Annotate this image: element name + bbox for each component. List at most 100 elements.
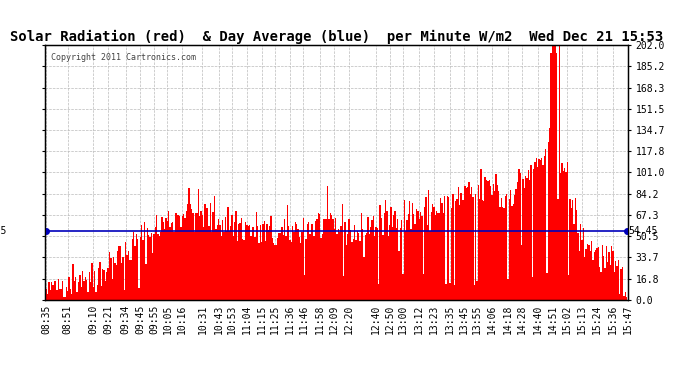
Bar — [68, 278, 70, 300]
Bar — [125, 242, 126, 300]
Bar — [476, 281, 477, 300]
Bar — [97, 285, 98, 300]
Bar — [129, 260, 130, 300]
Bar — [168, 211, 170, 300]
Bar — [406, 220, 408, 300]
Bar — [259, 225, 261, 300]
Bar — [604, 268, 606, 300]
Bar — [295, 222, 296, 300]
Bar — [146, 228, 148, 300]
Bar — [139, 288, 140, 300]
Bar — [187, 204, 188, 300]
Bar — [300, 243, 302, 300]
Bar — [269, 226, 270, 300]
Bar — [186, 210, 187, 300]
Bar — [239, 223, 241, 300]
Bar — [448, 197, 449, 300]
Bar — [393, 215, 394, 300]
Bar — [201, 215, 203, 300]
Bar — [124, 290, 125, 300]
Bar — [491, 195, 493, 300]
Bar — [506, 194, 507, 300]
Bar — [95, 292, 97, 300]
Bar — [528, 170, 529, 300]
Text: Copyright 2011 Cartronics.com: Copyright 2011 Cartronics.com — [50, 53, 196, 62]
Bar — [330, 213, 331, 300]
Bar — [166, 218, 167, 300]
Bar — [614, 272, 615, 300]
Bar — [504, 196, 506, 300]
Bar — [64, 297, 66, 300]
Bar — [252, 227, 253, 300]
Bar — [135, 246, 136, 300]
Bar — [112, 279, 113, 300]
Bar — [412, 203, 413, 300]
Bar — [297, 230, 299, 300]
Bar — [179, 216, 180, 300]
Bar — [222, 220, 224, 300]
Bar — [609, 252, 610, 300]
Bar — [254, 237, 255, 300]
Bar — [156, 215, 157, 300]
Bar — [489, 180, 490, 300]
Bar — [354, 225, 355, 300]
Bar — [343, 276, 344, 300]
Bar — [304, 275, 306, 300]
Bar — [493, 184, 494, 300]
Bar — [215, 229, 217, 300]
Bar — [227, 207, 228, 300]
Bar — [250, 236, 252, 300]
Bar — [176, 213, 177, 300]
Bar — [327, 186, 328, 300]
Bar — [293, 232, 295, 300]
Bar — [253, 227, 254, 300]
Bar — [303, 218, 304, 300]
Bar — [79, 275, 81, 300]
Bar — [70, 289, 71, 300]
Bar — [66, 287, 67, 300]
Bar — [241, 218, 242, 300]
Bar — [474, 285, 475, 300]
Bar — [257, 226, 258, 300]
Bar — [320, 238, 322, 300]
Bar — [535, 158, 537, 300]
Bar — [595, 251, 596, 300]
Bar — [525, 177, 526, 300]
Bar — [479, 199, 480, 300]
Bar — [431, 212, 432, 300]
Bar — [102, 269, 103, 300]
Bar — [81, 287, 82, 300]
Bar — [244, 240, 245, 300]
Bar — [589, 251, 591, 300]
Bar — [313, 236, 315, 300]
Bar — [181, 216, 183, 300]
Bar — [395, 228, 397, 300]
Bar — [540, 160, 541, 300]
Bar — [473, 196, 474, 300]
Bar — [72, 264, 74, 300]
Bar — [208, 226, 210, 300]
Bar — [50, 290, 51, 300]
Bar — [339, 232, 340, 300]
Bar — [572, 200, 573, 300]
Bar — [137, 239, 139, 300]
Bar — [487, 181, 489, 300]
Bar — [623, 296, 624, 300]
Bar — [335, 218, 336, 300]
Bar — [47, 294, 48, 300]
Bar — [584, 258, 586, 300]
Bar — [392, 227, 393, 300]
Bar — [221, 236, 222, 300]
Bar — [545, 149, 546, 300]
Bar — [467, 188, 469, 300]
Bar — [544, 156, 545, 300]
Bar — [312, 224, 313, 300]
Bar — [249, 225, 250, 300]
Bar — [537, 167, 538, 300]
Bar — [404, 200, 405, 300]
Bar — [462, 200, 463, 300]
Bar — [561, 163, 562, 300]
Bar — [109, 252, 110, 300]
Bar — [207, 209, 208, 300]
Bar — [611, 246, 613, 300]
